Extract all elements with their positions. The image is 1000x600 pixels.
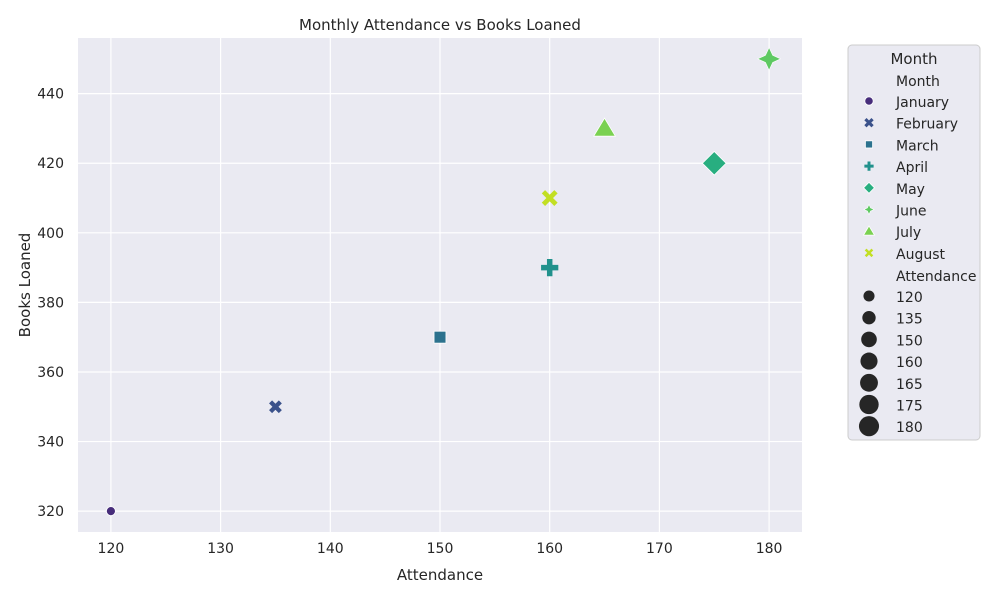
legend-label: June bbox=[895, 204, 927, 220]
x-tick-label: 160 bbox=[536, 541, 563, 557]
grid-lines bbox=[78, 38, 802, 532]
legend-marker-april bbox=[864, 161, 874, 171]
legend-label: August bbox=[896, 247, 946, 263]
legend-size-label: 160 bbox=[896, 355, 923, 371]
y-tick-label: 320 bbox=[37, 504, 64, 520]
x-tick-label: 150 bbox=[427, 541, 454, 557]
data-point-march bbox=[433, 330, 447, 344]
y-tick-label: 380 bbox=[37, 295, 64, 311]
legend-marker-july bbox=[862, 225, 876, 236]
x-tick-label: 130 bbox=[207, 541, 234, 557]
legend-title: Month bbox=[890, 50, 937, 68]
data-point-february bbox=[269, 400, 282, 414]
y-tick-label: 440 bbox=[37, 87, 64, 103]
legend-marker-june bbox=[863, 203, 875, 216]
legend-size-label: 120 bbox=[896, 290, 923, 306]
x-axis-title: Attendance bbox=[397, 566, 483, 584]
legend-label: January bbox=[895, 95, 949, 111]
legend-label: February bbox=[896, 117, 958, 133]
legend-marker-august bbox=[864, 248, 874, 258]
legend-marker-february bbox=[864, 118, 874, 128]
legend-size-header: Attendance bbox=[896, 269, 976, 285]
legend-size-label: 180 bbox=[896, 420, 923, 436]
legend-box bbox=[847, 44, 981, 441]
legend-size-label: 150 bbox=[896, 333, 923, 349]
legend-size-label: 135 bbox=[896, 312, 923, 328]
legend-marker-march bbox=[865, 140, 873, 149]
legend-size-marker bbox=[861, 331, 877, 348]
data-point-june bbox=[756, 46, 782, 71]
legend-size-marker bbox=[862, 311, 876, 325]
data-point-may bbox=[701, 150, 727, 176]
x-axis-ticks: 120 130 140 150 160 170 180 bbox=[98, 541, 783, 557]
y-tick-label: 400 bbox=[37, 226, 64, 242]
legend-marker-january bbox=[864, 96, 874, 106]
legend-size-marker bbox=[859, 394, 879, 415]
y-axis-title: Books Loaned bbox=[16, 233, 34, 338]
data-points bbox=[106, 46, 782, 517]
legend-size-label: 175 bbox=[896, 399, 923, 415]
legend-label: March bbox=[896, 138, 939, 154]
x-tick-label: 140 bbox=[317, 541, 344, 557]
x-tick-label: 120 bbox=[98, 541, 125, 557]
legend-label: May bbox=[896, 182, 925, 198]
legend-size-marker bbox=[860, 352, 878, 370]
legend-marker-may bbox=[862, 181, 876, 194]
legend: Month Month January February March April May… bbox=[847, 44, 981, 441]
x-tick-label: 180 bbox=[756, 541, 783, 557]
legend-label: July bbox=[895, 225, 921, 241]
y-tick-label: 360 bbox=[37, 365, 64, 381]
data-point-april bbox=[541, 258, 559, 277]
data-point-july bbox=[593, 117, 617, 137]
y-tick-label: 340 bbox=[37, 435, 64, 451]
y-axis-ticks: 320 340 360 380 400 420 440 bbox=[37, 87, 64, 520]
legend-hue-header: Month bbox=[896, 74, 940, 90]
x-tick-label: 170 bbox=[646, 541, 673, 557]
y-tick-label: 420 bbox=[37, 156, 64, 172]
legend-size-label: 165 bbox=[896, 377, 923, 393]
legend-size-marker bbox=[860, 373, 878, 392]
legend-label: April bbox=[896, 160, 928, 176]
data-point-august bbox=[541, 190, 558, 206]
data-point-january bbox=[106, 506, 116, 517]
legend-size-marker bbox=[858, 416, 880, 437]
chart-title: Monthly Attendance vs Books Loaned bbox=[299, 16, 581, 34]
legend-size-marker bbox=[863, 290, 875, 302]
